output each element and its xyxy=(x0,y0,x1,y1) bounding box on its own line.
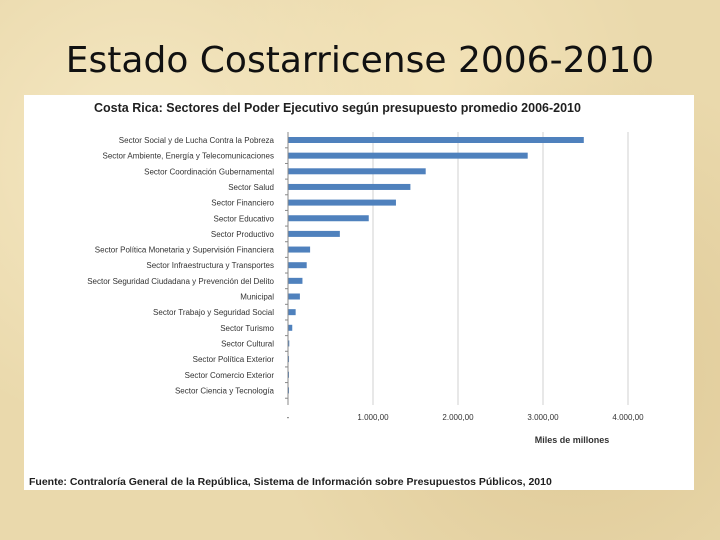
x-tick-label: 4.000,00 xyxy=(612,413,644,422)
bar xyxy=(288,215,369,222)
category-label: Sector Seguridad Ciudadana y Prevención … xyxy=(87,277,274,286)
bar xyxy=(288,137,584,143)
category-label: Sector Salud xyxy=(228,183,274,192)
x-axis-label: Miles de millones xyxy=(535,435,610,445)
category-label: Sector Ambiente, Energía y Telecomunicac… xyxy=(102,152,274,161)
x-tick-label: - xyxy=(287,413,290,422)
category-label: Sector Productivo xyxy=(211,230,275,239)
category-label: Sector Educativo xyxy=(214,214,275,223)
category-label: Sector Política Exterior xyxy=(193,355,275,364)
bar-chart: Costa Rica: Sectores del Poder Ejecutivo… xyxy=(29,101,644,488)
category-label: Municipal xyxy=(240,293,274,302)
bar xyxy=(288,277,303,284)
chart-panel: Costa Rica: Sectores del Poder Ejecutivo… xyxy=(24,95,694,490)
category-label: Sector Financiero xyxy=(211,199,274,208)
slide-title: Estado Costarricense 2006-2010 xyxy=(65,40,655,81)
category-label: Sector Infraestructura y Transportes xyxy=(146,261,274,270)
category-label: Sector Trabajo y Seguridad Social xyxy=(153,308,274,317)
bar xyxy=(288,152,528,159)
bar xyxy=(288,246,311,253)
x-tick-label: 3.000,00 xyxy=(527,413,559,422)
source-note: Fuente: Contraloría General de la Repúbl… xyxy=(29,476,552,488)
category-label: Sector Cultural xyxy=(221,339,274,348)
category-label: Sector Turismo xyxy=(220,324,274,333)
category-label: Sector Ciencia y Tecnología xyxy=(175,386,275,395)
x-tick-label: 1.000,00 xyxy=(357,413,389,422)
bar xyxy=(288,324,293,331)
bar xyxy=(288,293,300,300)
category-label: Sector Política Monetaria y Supervisión … xyxy=(95,246,275,255)
category-label: Sector Comercio Exterior xyxy=(185,371,275,380)
bar xyxy=(288,262,307,269)
bar xyxy=(288,340,290,347)
category-label: Sector Social y de Lucha Contra la Pobre… xyxy=(119,136,275,145)
category-label: Sector Coordinación Gubernamental xyxy=(144,167,274,176)
bar xyxy=(288,230,340,237)
x-tick-label: 2.000,00 xyxy=(442,413,474,422)
bar xyxy=(288,356,290,363)
bar xyxy=(288,309,296,316)
bar xyxy=(288,183,411,190)
chart-title: Costa Rica: Sectores del Poder Ejecutivo… xyxy=(94,101,581,115)
bar xyxy=(288,168,426,175)
bar xyxy=(288,199,396,206)
